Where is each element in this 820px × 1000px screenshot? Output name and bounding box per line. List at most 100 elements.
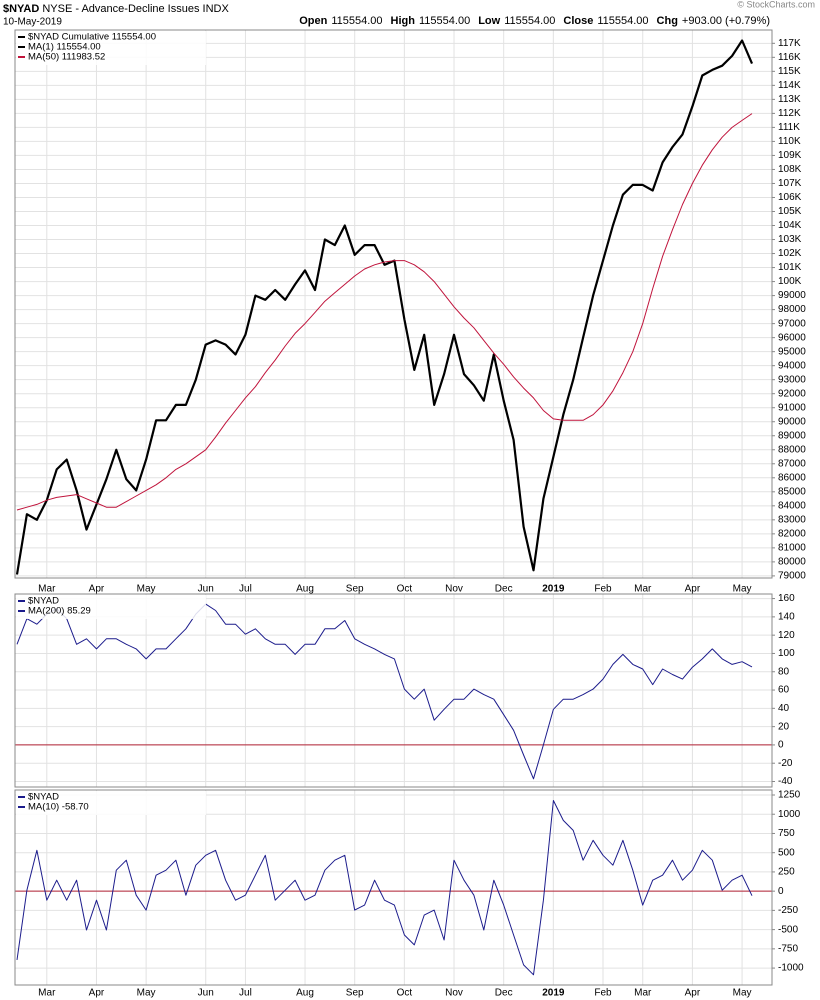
x-tick-label: Mar <box>38 584 56 595</box>
y-tick-label: 87000 <box>778 458 806 469</box>
legend-bg <box>16 791 206 815</box>
quote-value: 115554.00 <box>419 15 470 27</box>
quote: Open 115554.00 High 115554.00 Low 115554.00 Cl… <box>299 15 770 27</box>
x-tick-label: Nov <box>445 988 463 999</box>
y-tick-label: 98000 <box>778 304 806 315</box>
quote-label: High <box>391 15 416 27</box>
symbol-text: $NYAD <box>3 3 39 15</box>
copyright: © StockCharts.com <box>737 0 815 9</box>
y-tick-label: 107K <box>778 178 802 189</box>
y-tick-label: 40 <box>778 703 790 714</box>
quote-value: 115554.00 <box>331 15 382 27</box>
symbol: $NYAD NYSE - Advance-Decline Issues INDX <box>3 3 229 15</box>
x-tick-label: May <box>733 988 752 999</box>
date: 10-May-2019 <box>3 17 62 28</box>
x-tick-label: Apr <box>685 584 701 595</box>
y-tick-label: 1000 <box>778 809 801 820</box>
y-tick-label: 105K <box>778 206 802 217</box>
y-tick-label: -40 <box>778 776 793 787</box>
y-tick-label: 104K <box>778 220 802 231</box>
y-tick-label: 116K <box>778 52 801 63</box>
y-tick-label: 97000 <box>778 318 806 329</box>
legend-bg <box>16 31 206 65</box>
x-tick-label: Sep <box>346 988 364 999</box>
panel-frame <box>14 789 773 986</box>
y-tick-label: 88000 <box>778 444 806 455</box>
legend-label: MA(1) 115554.00 <box>28 42 101 53</box>
y-tick-label: 120 <box>778 630 795 641</box>
y-tick-label: 108K <box>778 164 802 175</box>
x-tick-label: May <box>137 584 156 595</box>
legend-label: MA(10) -58.70 <box>28 802 89 813</box>
y-tick-label: 100K <box>778 276 802 287</box>
panel-frame <box>14 593 773 788</box>
legend-label: MA(50) 111983.52 <box>28 52 105 63</box>
y-tick-label: 82000 <box>778 528 806 539</box>
x-tick-label: Apr <box>89 584 105 595</box>
x-tick-label: Jun <box>198 584 214 595</box>
y-tick-label: 81000 <box>778 543 806 554</box>
y-tick-label: 89000 <box>778 430 806 441</box>
x-tick-label: Jul <box>239 988 252 999</box>
quote-value: 115554.00 <box>504 15 555 27</box>
y-tick-label: 96000 <box>778 332 806 343</box>
x-tick-label: Sep <box>346 584 364 595</box>
series-line <box>16 113 753 511</box>
legend-label: $NYAD Cumulative 115554.00 <box>28 32 156 43</box>
series-line <box>16 800 753 976</box>
x-tick-label: May <box>137 988 156 999</box>
legend-label: $NYAD <box>28 792 59 803</box>
y-tick-label: 103K <box>778 234 802 245</box>
legend-bg <box>16 595 206 619</box>
y-tick-label: 86000 <box>778 472 806 483</box>
x-tick-label: Jun <box>198 988 214 999</box>
quote-label: Open <box>299 15 327 27</box>
y-tick-label: 0 <box>778 886 784 897</box>
panel-frame <box>14 29 773 579</box>
x-tick-label: Feb <box>594 988 612 999</box>
x-tick-label: May <box>733 584 752 595</box>
y-tick-label: 115K <box>778 66 801 77</box>
y-tick-label: 0 <box>778 740 784 751</box>
y-tick-label: 20 <box>778 721 790 732</box>
x-tick-label: Dec <box>495 584 513 595</box>
y-tick-label: 114K <box>778 80 801 91</box>
quote-value: 115554.00 <box>597 15 648 27</box>
x-tick-label: Apr <box>89 988 105 999</box>
legend-label: MA(200) 85.29 <box>28 606 91 617</box>
y-tick-label: 92000 <box>778 388 806 399</box>
x-tick-label: Nov <box>445 584 463 595</box>
y-tick-label: 91000 <box>778 402 806 413</box>
y-tick-label: 80000 <box>778 557 806 568</box>
y-tick-label: 112K <box>778 108 801 119</box>
quote-label: Chg <box>657 15 678 27</box>
y-tick-label: 85000 <box>778 486 806 497</box>
y-tick-label: 109K <box>778 150 802 161</box>
x-tick-label: Aug <box>296 584 314 595</box>
quote-label: Close <box>563 15 593 27</box>
y-tick-label: 111K <box>778 122 800 133</box>
y-tick-label: 94000 <box>778 360 806 371</box>
x-tick-label: Mar <box>634 584 652 595</box>
y-tick-label: 102K <box>778 248 802 259</box>
legend-label: $NYAD <box>28 596 59 607</box>
y-tick-label: 79000 <box>778 571 806 582</box>
y-tick-label: 83000 <box>778 514 806 525</box>
y-tick-label: 99000 <box>778 290 806 301</box>
x-tick-label: Mar <box>38 988 56 999</box>
y-tick-label: 160 <box>778 593 795 604</box>
y-tick-label: -1000 <box>778 963 804 974</box>
x-tick-label: Jul <box>239 584 252 595</box>
quote-value: +903.00 (+0.79%) <box>682 15 770 27</box>
x-tick-label: Oct <box>397 584 413 595</box>
y-tick-label: 101K <box>778 262 802 273</box>
x-tick-label: Mar <box>634 988 652 999</box>
symbol-name: NYSE - Advance-Decline Issues INDX <box>42 3 229 15</box>
y-tick-label: 80 <box>778 666 790 677</box>
x-tick-label: 2019 <box>542 584 565 595</box>
y-tick-label: 106K <box>778 192 802 203</box>
